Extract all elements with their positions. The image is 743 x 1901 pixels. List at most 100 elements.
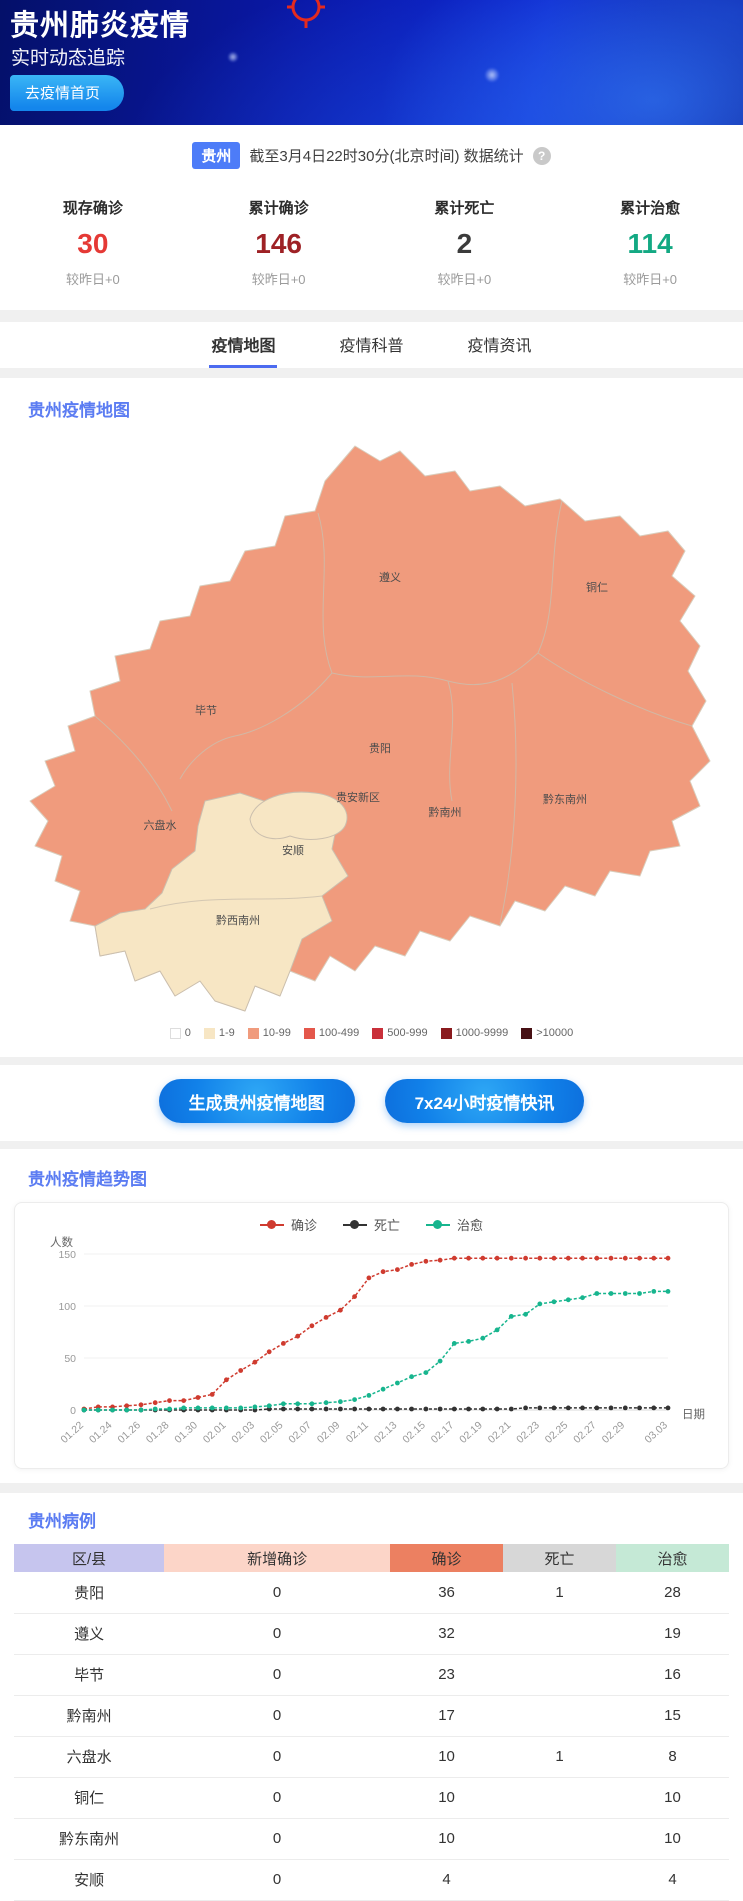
- table-column-header: 确诊: [390, 1544, 504, 1572]
- map-region-label[interactable]: 毕节: [195, 704, 217, 717]
- case-count-cell: 32: [390, 1613, 504, 1655]
- svg-text:02.07: 02.07: [286, 1419, 314, 1446]
- stats-card: 贵州 截至3月4日22时30分(北京时间) 数据统计 ? 现存确诊 30 较昨日+0…: [0, 125, 743, 310]
- case-count-cell: [503, 1695, 616, 1737]
- map-region-label[interactable]: 六盘水: [144, 818, 177, 832]
- svg-text:01.24: 01.24: [86, 1419, 114, 1446]
- case-count-cell: 0: [164, 1654, 391, 1696]
- table-row: 黔东南州 0 10 10: [14, 1818, 729, 1860]
- tab-epidemic-science[interactable]: 疫情科普: [339, 338, 404, 355]
- table-row: 贵阳 0 36 1 28: [14, 1572, 729, 1614]
- svg-text:01.22: 01.22: [58, 1419, 86, 1446]
- svg-text:100: 100: [58, 1301, 76, 1313]
- table-body: 贵阳 0 36 1 28 遵义 0 32 19 毕节 0 23 16 黔南州 0 17 15 六盘水 0 10 1 8 铜仁…: [14, 1572, 729, 1901]
- trend-section-title: 贵州疫情趋势图: [28, 1170, 147, 1189]
- svg-text:50: 50: [64, 1353, 76, 1365]
- map-region-label[interactable]: 黔西南州: [216, 913, 260, 927]
- map-legend: 0 1-9 10-99 100-499 500-999 1000-9999 >10000: [0, 1027, 743, 1039]
- case-count-cell: 1: [503, 1736, 616, 1778]
- svg-text:日期: 日期: [682, 1408, 705, 1421]
- update-timestamp: 截至3月4日22时30分(北京时间) 数据统计: [249, 148, 524, 165]
- trend-chart-panel: 确诊 死亡 治愈 0 50 100 150 01.22 01.24 01.26 01.28 01.3…: [14, 1202, 729, 1469]
- case-count-cell: 1: [503, 1572, 616, 1614]
- svg-text:02.29: 02.29: [599, 1419, 627, 1446]
- legend-swatch: [203, 1027, 215, 1039]
- svg-text:02.05: 02.05: [257, 1419, 285, 1446]
- region-badge: 贵州: [192, 142, 241, 169]
- stat-card: 累计死亡 2 较昨日+0: [372, 197, 558, 288]
- table-section-title: 贵州病例: [28, 1512, 96, 1531]
- case-count-cell: 10: [390, 1818, 504, 1860]
- map-region-guian-shape[interactable]: [249, 791, 348, 840]
- svg-text:02.27: 02.27: [571, 1419, 599, 1446]
- map-region-label[interactable]: 黔南州: [429, 805, 462, 819]
- map-card: 贵州疫情地图 遵义铜仁毕节贵阳贵安新区黔南州 黔东南州六盘水安顺黔西南州 0 1-9…: [0, 378, 743, 1057]
- legend-swatch: [521, 1027, 533, 1039]
- table-column-header: 区/县: [14, 1544, 165, 1572]
- target-crosshair-icon: [287, 0, 325, 28]
- case-count-cell: 23: [390, 1654, 504, 1696]
- stat-value: 2: [456, 228, 473, 259]
- case-count-cell: 0: [164, 1695, 391, 1737]
- help-icon[interactable]: ?: [532, 146, 551, 165]
- map-region-label[interactable]: 安顺: [282, 843, 304, 857]
- svg-text:150: 150: [58, 1249, 76, 1261]
- stat-delta: 较昨日+0: [623, 272, 678, 287]
- map-legend-item: 0: [169, 1027, 191, 1039]
- district-name-cell: 黔南州: [14, 1695, 165, 1737]
- svg-text:03.03: 03.03: [642, 1419, 670, 1446]
- case-count-cell: 0: [164, 1613, 391, 1655]
- map-region-label[interactable]: 黔东南州: [543, 792, 587, 806]
- map-section-title: 贵州疫情地图: [28, 401, 130, 420]
- svg-text:02.19: 02.19: [457, 1419, 485, 1446]
- trend-card: 贵州疫情趋势图 确诊 死亡 治愈 0 50 100 150 01.22 01.24 01.26 0…: [0, 1149, 743, 1483]
- page-subtitle: 实时动态追踪: [11, 48, 126, 69]
- district-name-cell: 六盘水: [14, 1736, 165, 1778]
- svg-text:02.11: 02.11: [343, 1419, 370, 1445]
- map-region-label[interactable]: 遵义: [379, 570, 401, 584]
- hero-banner: 贵州肺炎疫情 实时动态追踪 去疫情首页: [0, 0, 743, 125]
- map-region-label[interactable]: 贵安新区: [336, 790, 380, 804]
- generate-map-button[interactable]: 生成贵州疫情地图: [158, 1079, 355, 1123]
- map-region-label[interactable]: 铜仁: [586, 580, 608, 594]
- case-table: 区/县 新增确诊 确诊 死亡 治愈 贵阳 0 36 1 28 遵义 0 32 19 毕节 0 23 16 黔南州 0…: [14, 1544, 729, 1901]
- legend-swatch: [303, 1027, 315, 1039]
- table-column-header: 治愈: [615, 1544, 729, 1572]
- stat-label: 累计治愈: [620, 200, 681, 217]
- go-home-button[interactable]: 去疫情首页: [10, 75, 125, 111]
- legend-label: >10000: [536, 1027, 574, 1039]
- svg-text:02.15: 02.15: [400, 1419, 428, 1446]
- district-name-cell: 遵义: [14, 1613, 165, 1655]
- map-legend-item: 500-999: [372, 1027, 428, 1039]
- series-marker-icon: [259, 1220, 284, 1229]
- case-count-cell: [503, 1818, 616, 1860]
- case-count-cell: 19: [615, 1613, 729, 1655]
- virus-particle-icon: [228, 52, 238, 62]
- map-region-low-shape[interactable]: [94, 792, 349, 1012]
- legend-swatch: [440, 1027, 452, 1039]
- case-count-cell: 0: [164, 1572, 391, 1614]
- case-count-cell: [503, 1859, 616, 1901]
- news-feed-button[interactable]: 7x24小时疫情快讯: [384, 1079, 585, 1123]
- case-count-cell: 0: [164, 1736, 391, 1778]
- table-row: 遵义 0 32 19: [14, 1613, 729, 1655]
- svg-text:02.09: 02.09: [314, 1419, 342, 1446]
- stat-value: 114: [627, 228, 673, 259]
- map-legend-item: 10-99: [247, 1027, 291, 1039]
- tab-epidemic-news[interactable]: 疫情资讯: [467, 338, 532, 355]
- case-count-cell: [503, 1613, 616, 1655]
- case-count-cell: 4: [615, 1859, 729, 1901]
- case-count-cell: [503, 1654, 616, 1696]
- series-marker-icon: [342, 1220, 367, 1229]
- map-internal-borders: [94, 500, 693, 925]
- map-region-label[interactable]: 贵阳: [369, 742, 391, 755]
- legend-label: 0: [184, 1027, 191, 1039]
- chart-legend-item: 治愈: [426, 1215, 483, 1234]
- table-row: 毕节 0 23 16: [14, 1654, 729, 1696]
- tab-epidemic-map[interactable]: 疫情地图: [209, 322, 278, 368]
- district-name-cell: 毕节: [14, 1654, 165, 1696]
- table-row: 安顺 0 4 4: [14, 1859, 729, 1901]
- stat-card: 现存确诊 30 较昨日+0: [0, 197, 186, 288]
